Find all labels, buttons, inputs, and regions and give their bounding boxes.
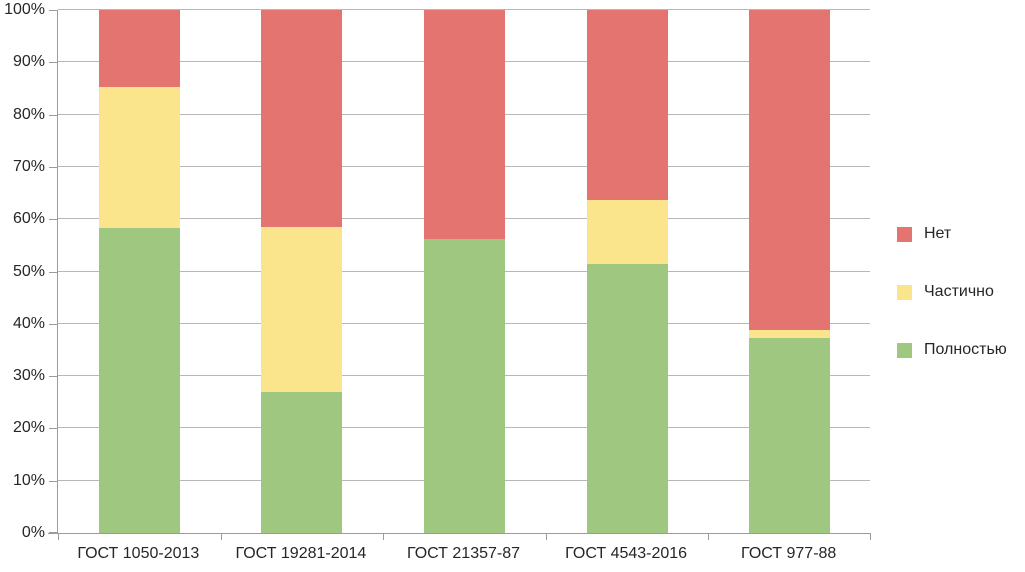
bar-segment [261, 391, 343, 533]
bar-segment [424, 239, 505, 533]
bar-segment [98, 86, 180, 229]
y-axis-tick-label: 50% [12, 262, 45, 280]
legend-label: Полностью [924, 341, 1007, 358]
bar-segment [261, 226, 343, 392]
x-axis-tick [58, 533, 59, 540]
y-axis-tick [49, 428, 58, 430]
x-axis-tick [383, 533, 385, 540]
y-axis-tick-label: 70% [12, 157, 45, 175]
y-axis-tick-label: 80% [12, 105, 45, 123]
bar-segment [586, 264, 668, 533]
y-axis-tick-label: 10% [12, 471, 45, 489]
plot-area [49, 9, 871, 540]
x-axis-category-label: ГОСТ 977-88 [741, 545, 837, 562]
bar-segment [261, 10, 343, 227]
bar-segment [98, 10, 180, 87]
bar-segment [749, 10, 831, 330]
y-axis-tick [49, 166, 58, 168]
legend-swatch [897, 342, 912, 358]
bar-segment [98, 228, 180, 533]
bar-2 [261, 10, 343, 533]
y-axis-tick-label: 20% [12, 419, 45, 437]
y-axis-tick [49, 114, 58, 116]
bar-segment [586, 10, 668, 201]
x-axis-tick [870, 533, 871, 540]
legend-item: Частично [897, 284, 1007, 300]
y-axis-tick-label: 0% [21, 524, 45, 541]
y-axis-tick-label: 30% [12, 367, 45, 385]
y-axis-tick [49, 323, 58, 325]
y-axis-tick-label: 60% [12, 210, 45, 228]
x-axis-category-label: ГОСТ 21357-87 [406, 545, 521, 562]
bar-segment [424, 10, 505, 240]
y-axis-tick [49, 532, 58, 533]
x-axis-category-label: ГОСТ 19281-2014 [235, 545, 367, 562]
legend-label: Нет [924, 225, 952, 242]
x-axis-category-label: ГОСТ 4543-2016 [565, 545, 688, 562]
y-axis-tick-label: 100% [4, 1, 45, 18]
bar-3 [424, 10, 505, 533]
x-axis-category-label: ГОСТ 1050-2013 [77, 545, 200, 562]
legend-label: Частично [924, 283, 994, 300]
gridline [58, 9, 870, 10]
x-axis-tick [220, 533, 222, 540]
y-axis-tick-label: 90% [12, 53, 45, 71]
x-axis-tick [545, 533, 547, 540]
y-axis-tick [49, 10, 58, 11]
bar-segment [749, 338, 831, 533]
bar-1 [98, 10, 180, 533]
y-axis-tick [49, 376, 58, 378]
y-axis-tick-label: 40% [12, 314, 45, 332]
x-axis-tick [708, 533, 710, 540]
legend-item: Полностью [897, 342, 1007, 358]
bar-5 [749, 10, 831, 533]
bar-segment [749, 329, 831, 339]
bar-segment [586, 200, 668, 265]
bar-4 [586, 10, 668, 533]
y-axis-tick [49, 62, 58, 64]
legend-swatch [897, 284, 912, 300]
y-axis-tick [49, 219, 58, 221]
legend: Нет Частично Полностью [897, 226, 1007, 400]
legend-item: Нет [897, 226, 1007, 242]
legend-swatch [897, 226, 912, 242]
y-axis-tick [49, 271, 58, 273]
x-axis-line [48, 533, 871, 534]
y-axis-tick [49, 480, 58, 482]
